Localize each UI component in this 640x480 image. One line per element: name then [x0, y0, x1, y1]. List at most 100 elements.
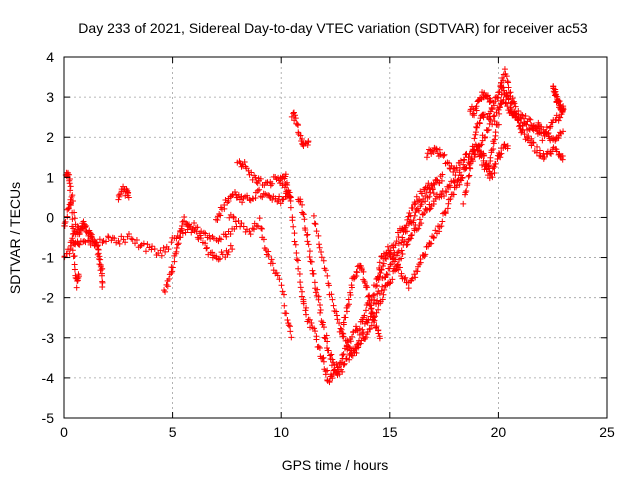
data-point-track-n	[368, 305, 375, 312]
data-point-track-m	[362, 334, 369, 341]
data-point-track-t	[497, 154, 504, 161]
data-point-track-c	[66, 171, 73, 178]
data-point-track-p	[517, 122, 524, 129]
data-point-track-m	[338, 326, 345, 333]
data-point-track-j	[303, 304, 310, 311]
y-tick-label: -5	[42, 410, 55, 426]
data-point-track-j	[287, 197, 294, 204]
data-point-track-m	[316, 241, 323, 248]
data-point-track-n	[375, 327, 382, 334]
data-points	[61, 66, 567, 386]
data-point-track-m	[375, 306, 382, 313]
data-point-track-r	[471, 112, 478, 119]
data-point-track-m	[441, 193, 448, 200]
x-tick-label: 20	[491, 424, 507, 440]
data-point-track-n	[370, 319, 377, 326]
data-point-track-f	[207, 249, 214, 256]
data-point-track-m	[451, 178, 458, 185]
data-point-track-j	[413, 193, 420, 200]
data-point-track-q	[506, 90, 513, 97]
data-point-track-p	[548, 150, 555, 157]
data-point-track-p	[491, 136, 498, 143]
data-point-track-m	[413, 226, 420, 233]
data-point-track-f	[229, 246, 236, 253]
data-point-track-u	[464, 180, 471, 187]
data-point-track-g	[254, 187, 261, 194]
y-tick-label: -2	[42, 290, 55, 306]
y-tick-label: 2	[46, 129, 54, 145]
data-point-track-p	[553, 148, 560, 155]
data-point-track-l	[374, 290, 381, 297]
data-point-track-i	[253, 222, 260, 229]
data-point-track-m	[415, 225, 422, 232]
data-point-track-q	[495, 89, 502, 96]
data-point-track-p	[521, 131, 528, 138]
data-point-track-o	[438, 223, 445, 230]
data-point-track-n	[347, 289, 354, 296]
data-point-track-p	[460, 161, 467, 168]
data-point-track-f	[186, 221, 193, 228]
data-point-track-d	[98, 270, 105, 277]
data-point-track-f	[181, 214, 188, 221]
data-point-track-n	[353, 268, 360, 275]
data-point-track-p	[461, 157, 468, 164]
data-point-track-m	[379, 296, 386, 303]
data-point-track-t	[491, 164, 498, 171]
data-point-track-o	[441, 209, 448, 216]
data-point-track-j	[297, 279, 304, 286]
data-point-track-j	[377, 269, 384, 276]
data-point-track-c	[75, 271, 82, 278]
data-point-track-f	[225, 248, 232, 255]
data-point-track-q	[515, 108, 522, 115]
data-point-track-i	[287, 328, 294, 335]
data-point-track-g	[277, 200, 284, 207]
data-point-track-o	[560, 128, 567, 135]
data-point-track-p	[462, 151, 469, 158]
data-point-track-d	[94, 242, 101, 249]
data-point-track-d	[78, 226, 85, 233]
data-point-track-l	[320, 324, 327, 331]
data-point-track-p	[453, 167, 460, 174]
data-point-track-l	[302, 226, 309, 233]
y-tick-label: 4	[46, 49, 54, 65]
data-point-track-c	[66, 180, 73, 187]
data-point-track-j	[322, 371, 329, 378]
data-point-track-b	[137, 242, 144, 249]
data-point-track-b	[157, 247, 164, 254]
data-point-track-e	[116, 193, 123, 200]
data-point-track-o	[385, 247, 392, 254]
data-point-track-g	[269, 196, 276, 203]
data-point-track-u	[480, 114, 487, 121]
data-point-track-p	[492, 129, 499, 136]
data-point-track-m	[389, 276, 396, 283]
data-point-track-f	[224, 251, 231, 258]
data-point-track-q	[511, 100, 518, 107]
data-point-track-i	[260, 236, 267, 243]
data-point-track-j	[297, 284, 304, 291]
data-point-track-p	[490, 140, 497, 147]
data-point-track-j	[308, 320, 315, 326]
x-tick-label: 0	[60, 424, 68, 440]
data-point-track-l	[364, 319, 371, 326]
data-point-track-l	[423, 189, 430, 196]
data-point-track-l	[331, 366, 338, 373]
data-point-track-l	[323, 332, 330, 339]
data-point-track-l	[303, 232, 310, 239]
data-point-track-l	[429, 185, 436, 192]
data-point-track-t	[491, 170, 498, 177]
y-tick-label: 1	[46, 169, 54, 185]
data-point-track-u	[473, 123, 480, 130]
data-point-track-c	[67, 202, 74, 209]
data-point-track-m	[398, 255, 405, 262]
data-point-track-f	[171, 258, 178, 265]
data-point-track-k	[305, 139, 312, 146]
data-point-track-b	[66, 250, 73, 257]
x-tick-label: 5	[169, 424, 177, 440]
data-point-track-l	[315, 296, 322, 303]
data-point-track-b	[132, 240, 139, 247]
data-point-track-q	[531, 122, 538, 129]
data-point-track-g	[216, 211, 223, 218]
data-point-track-u	[460, 200, 467, 207]
data-point-track-o	[447, 195, 454, 202]
data-point-track-c	[67, 196, 74, 203]
